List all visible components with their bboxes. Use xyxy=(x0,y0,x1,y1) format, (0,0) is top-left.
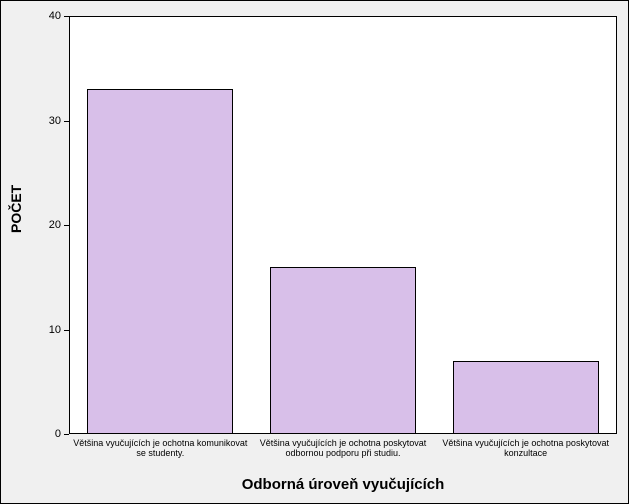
y-tick xyxy=(64,16,69,17)
bar xyxy=(453,361,599,434)
x-tick-label: Většina vyučujících je ochotna komunikov… xyxy=(71,439,250,459)
y-tick-label: 30 xyxy=(37,115,61,127)
y-tick-label: 40 xyxy=(37,10,61,22)
y-axis-title: POČET xyxy=(8,213,24,233)
y-tick xyxy=(64,225,69,226)
bar xyxy=(87,89,233,434)
x-tick-label: Většina vyučujících je ochotna poskytova… xyxy=(254,439,433,459)
y-tick-label: 0 xyxy=(37,428,61,440)
y-tick-label: 20 xyxy=(37,219,61,231)
y-tick xyxy=(64,434,69,435)
y-tick xyxy=(64,330,69,331)
bar-chart: POČET Odborná úroveň vyučujících 0 10 20 30… xyxy=(0,0,629,504)
bar xyxy=(270,267,416,434)
y-tick xyxy=(64,121,69,122)
x-axis-title: Odborná úroveň vyučujících xyxy=(69,476,617,493)
x-tick-label: Většina vyučujících je ochotna poskytova… xyxy=(436,439,615,459)
y-tick-label: 10 xyxy=(37,324,61,336)
